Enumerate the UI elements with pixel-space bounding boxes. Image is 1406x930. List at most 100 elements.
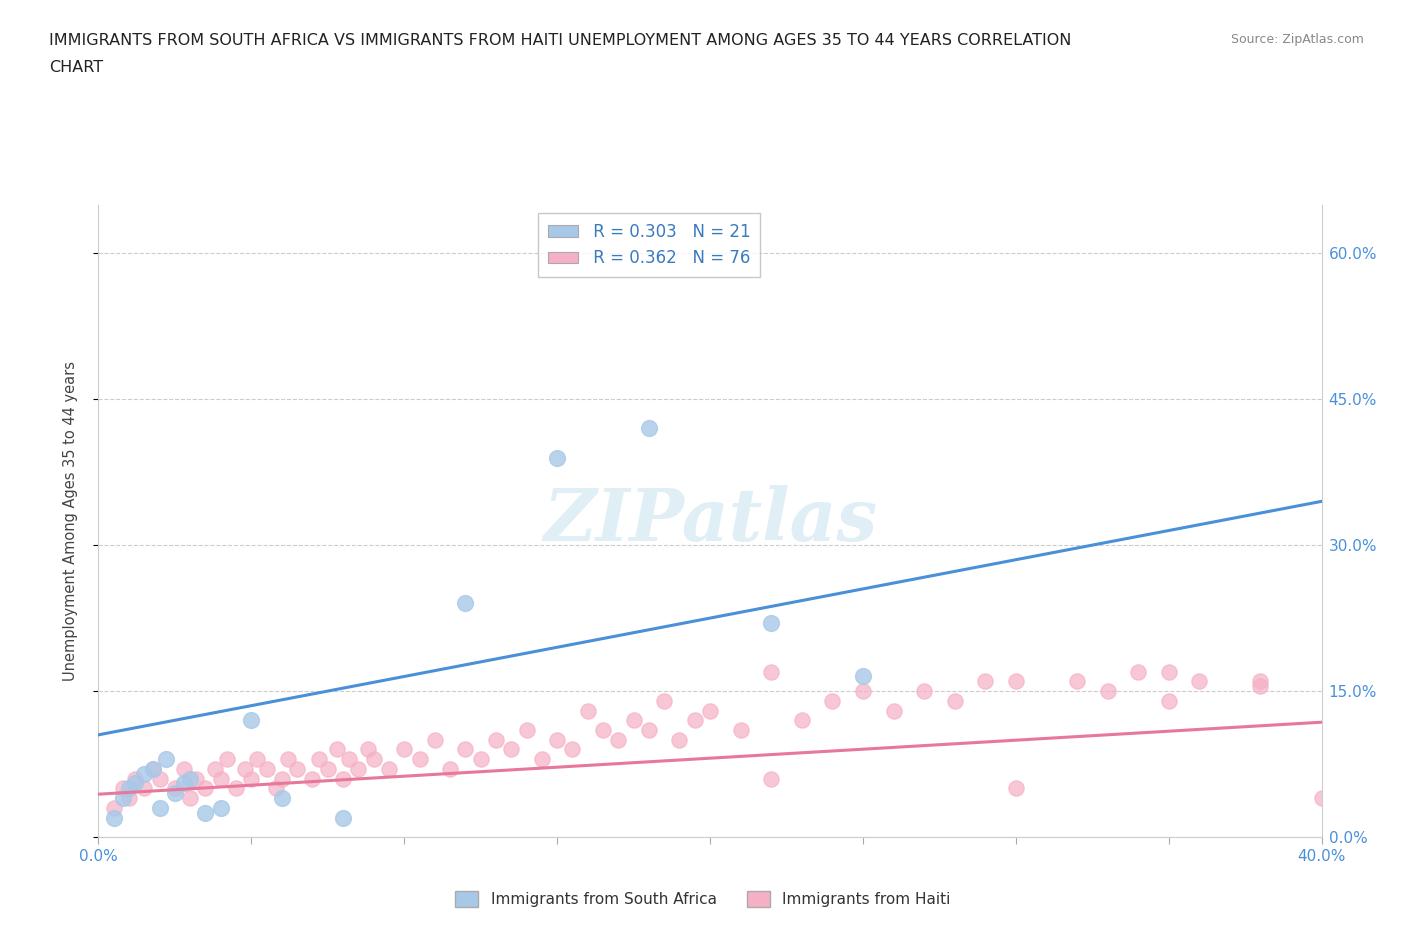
Point [516,723,538,737]
Point [1066,674,1088,689]
Point [270,790,292,805]
Point [683,712,706,727]
Point [1097,684,1119,698]
Point [470,751,492,766]
Legend: Immigrants from South Africa, Immigrants from Haiti: Immigrants from South Africa, Immigrants… [450,884,956,913]
Point [173,762,195,777]
Point [378,762,401,777]
Point [332,810,354,825]
Point [270,771,292,786]
Point [1310,790,1333,805]
Point [240,712,263,727]
Point [149,801,172,816]
Point [423,732,446,747]
Point [485,732,508,747]
Text: Source: ZipAtlas.com: Source: ZipAtlas.com [1230,33,1364,46]
Point [332,771,354,786]
Point [912,684,935,698]
Point [668,732,690,747]
Point [256,762,278,777]
Point [103,810,125,825]
Point [233,762,256,777]
Point [637,723,661,737]
Legend:  R = 0.303   N = 21,  R = 0.362   N = 76: R = 0.303 N = 21, R = 0.362 N = 76 [537,213,761,277]
Point [363,751,385,766]
Point [356,742,378,757]
Point [592,723,614,737]
Point [454,742,477,757]
Text: IMMIGRANTS FROM SOUTH AFRICA VS IMMIGRANTS FROM HAITI UNEMPLOYMENT AMONG AGES 35: IMMIGRANTS FROM SOUTH AFRICA VS IMMIGRAN… [49,33,1071,47]
Point [759,616,782,631]
Point [974,674,997,689]
Point [1128,664,1150,679]
Point [215,751,238,766]
Point [225,781,247,796]
Point [173,776,195,790]
Point [163,786,186,801]
Point [209,771,232,786]
Point [501,742,523,757]
Point [1157,694,1180,709]
Point [134,781,156,796]
Point [607,732,630,747]
Point [454,596,477,611]
Point [118,781,141,796]
Text: ZIPatlas: ZIPatlas [543,485,877,556]
Point [124,771,146,786]
Point [652,694,675,709]
Point [337,751,360,766]
Point [1004,674,1026,689]
Point [179,790,201,805]
Point [142,762,165,777]
Point [1157,664,1180,679]
Point [576,703,599,718]
Point [301,771,323,786]
Point [408,751,430,766]
Point [790,712,813,727]
Text: CHART: CHART [49,60,103,75]
Point [179,771,201,786]
Point [277,751,299,766]
Point [530,751,553,766]
Point [285,762,308,777]
Point [699,703,721,718]
Point [142,762,165,777]
Point [852,684,875,698]
Point [111,781,134,796]
Point [124,776,146,790]
Point [316,762,339,777]
Point [623,712,645,727]
Point [204,762,226,777]
Point [439,762,461,777]
Point [111,790,134,805]
Point [246,751,269,766]
Point [240,771,263,786]
Point [326,742,349,757]
Point [1249,674,1271,689]
Point [759,771,782,786]
Point [308,751,330,766]
Point [730,723,752,737]
Point [209,801,232,816]
Point [118,790,141,805]
Point [943,694,966,709]
Point [392,742,416,757]
Point [186,771,208,786]
Point [149,771,172,786]
Point [1249,679,1271,694]
Point [155,751,177,766]
Point [163,781,186,796]
Point [759,664,782,679]
Point [103,801,125,816]
Point [194,805,217,820]
Point [1004,781,1026,796]
Point [883,703,905,718]
Point [1188,674,1211,689]
Point [194,781,217,796]
Point [134,766,156,781]
Point [546,732,568,747]
Point [546,450,568,465]
Point [821,694,844,709]
Point [264,781,287,796]
Point [347,762,370,777]
